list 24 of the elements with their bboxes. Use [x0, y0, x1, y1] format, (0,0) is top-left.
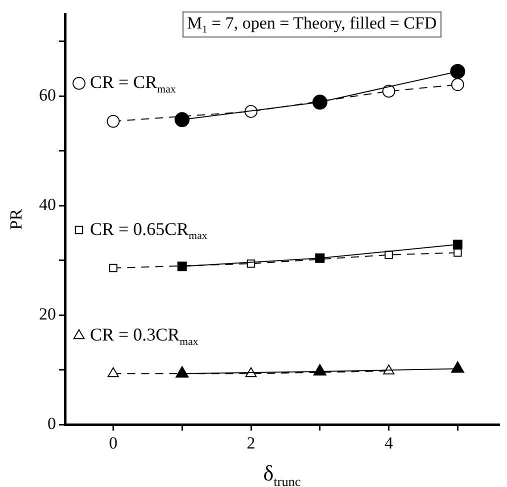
x-tick-label: 2	[246, 433, 256, 452]
y-axis-title: PR	[6, 208, 26, 230]
point	[313, 364, 326, 376]
point	[106, 114, 120, 128]
y-tick-label: 60	[39, 86, 56, 105]
point	[108, 367, 119, 378]
point	[450, 64, 466, 79]
point	[315, 253, 325, 263]
point	[384, 250, 393, 259]
y-tick-label: 0	[48, 414, 56, 434]
point	[176, 366, 189, 378]
x-tick-label: 0	[108, 433, 118, 452]
point	[174, 112, 190, 128]
point	[382, 84, 396, 98]
point	[451, 361, 464, 373]
point	[177, 262, 187, 272]
point	[451, 78, 464, 92]
x-tick-label: 4	[384, 433, 394, 452]
point	[109, 264, 118, 272]
y-tick-label: 40	[39, 195, 56, 214]
y-tick-label: 20	[39, 304, 56, 324]
point	[312, 94, 328, 110]
point	[454, 248, 462, 257]
point	[452, 240, 462, 250]
